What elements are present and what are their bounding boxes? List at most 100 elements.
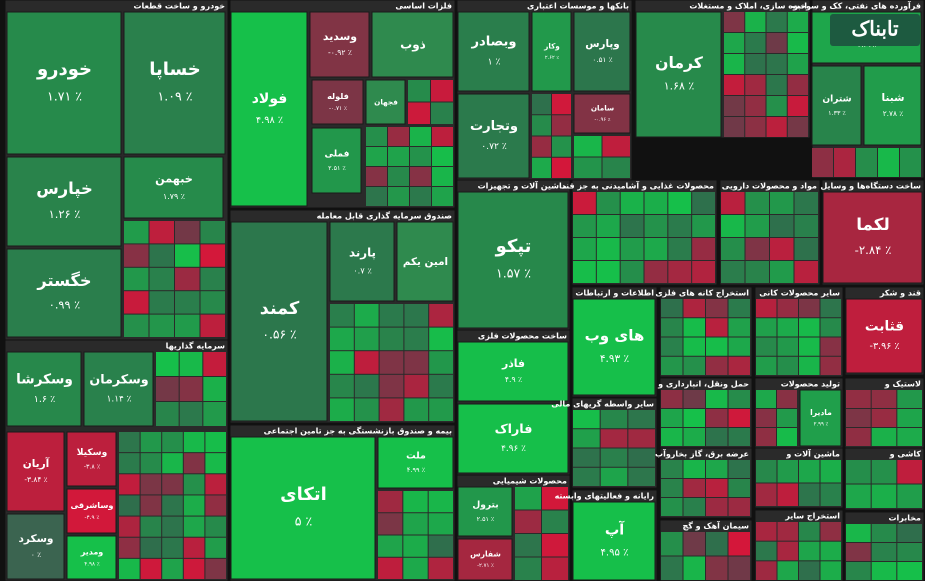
filler-tile <box>756 522 777 541</box>
filler-tile <box>183 453 205 474</box>
filler-tile <box>119 453 140 474</box>
filler-tile <box>820 541 841 561</box>
filler-tile <box>124 314 149 337</box>
filler-tile <box>846 428 871 446</box>
filler-tile <box>728 356 750 375</box>
filler-tile <box>175 314 200 337</box>
filler-tile <box>366 187 387 206</box>
filler-tile <box>628 429 655 448</box>
filler-tile <box>429 327 453 351</box>
filler-tile <box>408 102 430 124</box>
filler-tile <box>156 402 179 426</box>
filler-tile <box>668 215 692 237</box>
tile-name: وکار <box>543 42 560 51</box>
filler-tile <box>846 562 871 580</box>
filler-tile <box>820 460 841 483</box>
filler-tile <box>661 498 683 516</box>
filler-tile <box>532 157 551 178</box>
filler-tile <box>683 409 705 427</box>
tile <box>457 93 530 179</box>
filler-tile <box>378 491 403 513</box>
filler-tile <box>871 409 897 427</box>
tile <box>822 191 923 284</box>
filler-tile <box>542 534 568 557</box>
sector-title: فرآورده های نفتی، کک و سوخت <box>792 1 921 11</box>
filler-tile <box>532 115 551 136</box>
filler-tile <box>777 318 798 337</box>
sector-title: ساخت دستگاه‌ها و وسایل <box>820 181 921 191</box>
filler-tile <box>820 483 841 506</box>
tile-change: ۰ ٪ <box>31 550 41 559</box>
filler-tile <box>379 327 404 351</box>
filler-tile <box>661 390 683 408</box>
filler-tile <box>856 148 877 177</box>
tile-name: وبصادر <box>470 35 516 50</box>
tile <box>457 403 569 474</box>
filler-tile <box>683 498 705 516</box>
filler-tile <box>787 75 808 95</box>
tile <box>66 431 117 487</box>
tile <box>457 486 513 537</box>
filler-tile <box>661 409 683 427</box>
filler-tile <box>140 432 162 453</box>
filler-tile <box>799 483 820 506</box>
logo-box <box>830 14 920 46</box>
tile-change: ۲.۹۹ ٪ <box>814 422 829 428</box>
filler-tile <box>203 402 226 426</box>
filler-tile <box>162 432 183 453</box>
filler-tile <box>644 215 668 237</box>
filler-tile <box>777 337 798 356</box>
tile <box>457 191 569 329</box>
sector-title: ماشین آلات و تجهیزات <box>478 181 567 191</box>
tile-name: مادیرا <box>810 408 832 417</box>
filler-tile <box>728 337 750 356</box>
tile-change: ۲.۷۸ ٪ <box>883 109 904 118</box>
filler-tile <box>777 390 797 408</box>
filler-tile <box>552 94 571 115</box>
filler-tile <box>799 522 820 541</box>
tile-name: سامان <box>591 104 614 113</box>
filler-tile <box>871 428 897 446</box>
filler-tile <box>766 12 787 32</box>
tile-name: کرمان <box>655 53 704 72</box>
filler-tile <box>602 157 630 178</box>
filler-tile <box>628 410 655 429</box>
tile <box>6 431 65 512</box>
filler-tile <box>756 299 777 318</box>
filler-tile <box>897 460 922 484</box>
tile-change: ۱.۳۳ ٪ <box>828 110 846 117</box>
filler-tile <box>756 460 777 483</box>
sector-title: سایر محصولات کانی <box>759 289 840 298</box>
tile-name: وسکرد <box>19 533 54 545</box>
filler-tile <box>756 390 776 408</box>
filler-tile <box>600 410 628 429</box>
filler-tile <box>661 299 683 318</box>
filler-tile <box>388 147 409 166</box>
filler-tile <box>683 390 705 408</box>
tile-change: ۱.۶۸ ٪ <box>664 80 695 93</box>
filler-tile <box>205 558 226 579</box>
filler-tile <box>515 534 541 557</box>
filler-tile <box>724 96 745 116</box>
filler-tile <box>745 75 766 95</box>
tile-name: شبنا <box>882 92 905 104</box>
filler-tile <box>403 535 428 557</box>
filler-tile <box>756 409 776 427</box>
sector-title: استخراج کانه های فلزی <box>655 289 749 298</box>
tile-change: ۵ ٪ <box>295 514 313 529</box>
tile <box>572 501 656 581</box>
filler-tile <box>756 318 777 337</box>
filler-tile <box>124 267 149 291</box>
filler-tile <box>162 495 183 516</box>
filler-tile <box>721 192 745 214</box>
filler-tile <box>205 474 226 495</box>
tile <box>6 351 82 427</box>
filler-tile <box>140 516 162 537</box>
tile-change: -۰.۹۲ ٪ <box>328 48 352 57</box>
tile-change: ۱.۲۶ ٪ <box>49 207 81 221</box>
filler-tile <box>721 261 745 283</box>
sector-title: تولید محصولات <box>781 380 840 389</box>
filler-tile <box>205 453 226 474</box>
tile-change: ۱.۷۱ ٪ <box>47 89 82 104</box>
